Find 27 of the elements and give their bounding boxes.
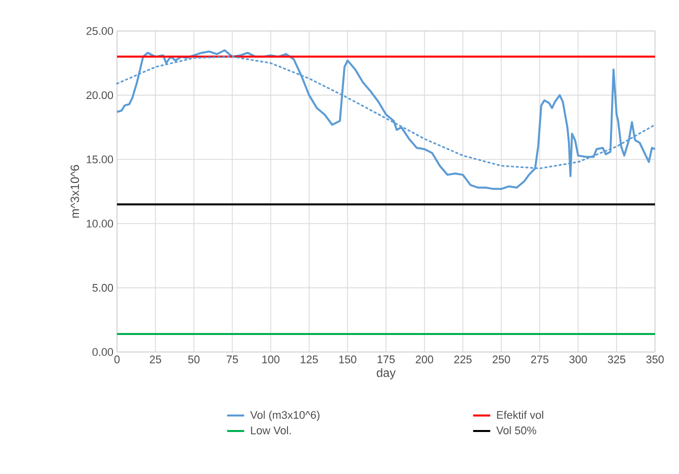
legend-label: Efektif vol: [497, 410, 544, 419]
y-axis-title: m^3x10^6: [70, 165, 80, 218]
x-tick-label: 325: [608, 356, 626, 364]
x-tick-label: 150: [339, 356, 356, 364]
x-tick-label: 275: [531, 356, 548, 364]
x-axis-title: day: [376, 368, 396, 380]
legend-label: Vol (m3x10^6): [250, 410, 320, 422]
y-tick-label: 25.00: [86, 27, 114, 35]
x-tick-label: 75: [226, 356, 238, 364]
y-tick-label: 15.00: [86, 156, 114, 164]
y-tick-label: 5.00: [92, 284, 114, 292]
x-tick-label: 50: [188, 356, 200, 364]
x-tick-label: 225: [454, 356, 472, 364]
x-tick-label: 25: [150, 356, 162, 364]
x-tick-label: 300: [569, 356, 587, 364]
x-tick-label: 250: [492, 356, 510, 364]
y-tick-label: 20.00: [86, 91, 114, 100]
x-tick-label: 200: [416, 356, 434, 364]
x-tick-label: 175: [378, 356, 395, 364]
x-tick-label: 350: [646, 356, 664, 364]
x-tick-label: 125: [300, 356, 318, 364]
y-tick-label: 10.00: [86, 220, 114, 228]
x-tick-label: 0: [114, 356, 120, 364]
legend-label: Vol 50%: [496, 426, 536, 434]
legend-label: Low Vol.: [251, 426, 291, 434]
x-tick-label: 100: [262, 356, 280, 364]
y-tick-label: 0.00: [92, 348, 114, 356]
